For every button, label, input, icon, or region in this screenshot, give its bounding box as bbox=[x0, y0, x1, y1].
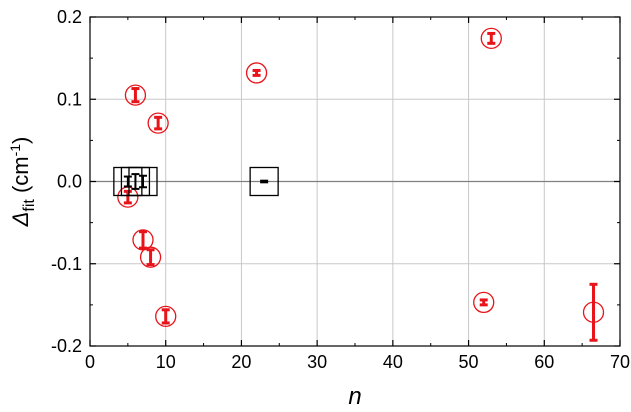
point-marker bbox=[249, 166, 279, 197]
data-point-circle bbox=[473, 291, 495, 314]
y-tick-label: 0.0 bbox=[57, 172, 82, 192]
data-point-square bbox=[249, 166, 279, 197]
x-tick-label: 30 bbox=[307, 352, 327, 372]
y-tick-label: -0.1 bbox=[51, 254, 82, 274]
x-tick-label: 40 bbox=[383, 352, 403, 372]
y-tick-label: -0.2 bbox=[51, 336, 82, 356]
y-axis-title: Δfit (cm-1) bbox=[7, 137, 38, 228]
axis-ticks bbox=[89, 16, 621, 347]
x-tick-label: 20 bbox=[231, 352, 251, 372]
data-point-circle bbox=[155, 305, 177, 328]
point-marker bbox=[480, 27, 502, 50]
point-marker bbox=[473, 291, 495, 314]
y-axis-title-unit-close: ) bbox=[8, 137, 33, 144]
point-marker bbox=[124, 84, 147, 106]
data-point-circle bbox=[245, 62, 268, 84]
point-marker bbox=[245, 62, 268, 84]
y-tick-label: 0.2 bbox=[57, 7, 82, 27]
point-marker bbox=[139, 246, 162, 268]
y-tick-label: 0.1 bbox=[57, 89, 82, 109]
point-marker bbox=[128, 166, 158, 197]
y-axis-title-symbol: Δ bbox=[8, 212, 33, 228]
x-tick-label: 50 bbox=[459, 352, 479, 372]
y-axis-title-unit-exponent: -1 bbox=[7, 144, 23, 157]
y-axis-title-unit: (cm bbox=[8, 156, 33, 199]
point-marker bbox=[147, 112, 169, 134]
data-point-circle bbox=[124, 84, 147, 106]
x-tick-label: 0 bbox=[85, 352, 95, 372]
data-marks bbox=[113, 27, 605, 342]
data-point-circle bbox=[117, 186, 139, 208]
x-tick-label: 60 bbox=[534, 352, 554, 372]
x-tick-label: 70 bbox=[610, 352, 630, 372]
data-point-circle bbox=[147, 112, 169, 134]
data-point-circle bbox=[139, 246, 162, 268]
data-point-circle bbox=[480, 27, 502, 50]
y-axis-title-subscript: fit bbox=[21, 199, 38, 212]
x-tick-label: 10 bbox=[156, 352, 176, 372]
data-point-circle bbox=[582, 282, 605, 342]
data-point-square bbox=[128, 166, 158, 197]
point-marker bbox=[155, 305, 177, 328]
tick-labels: 0 10 20 30 40 50 60 70 -0.2 -0.1 0.0 0.1 0.2 bbox=[51, 7, 630, 372]
x-axis-title: n bbox=[348, 383, 361, 410]
